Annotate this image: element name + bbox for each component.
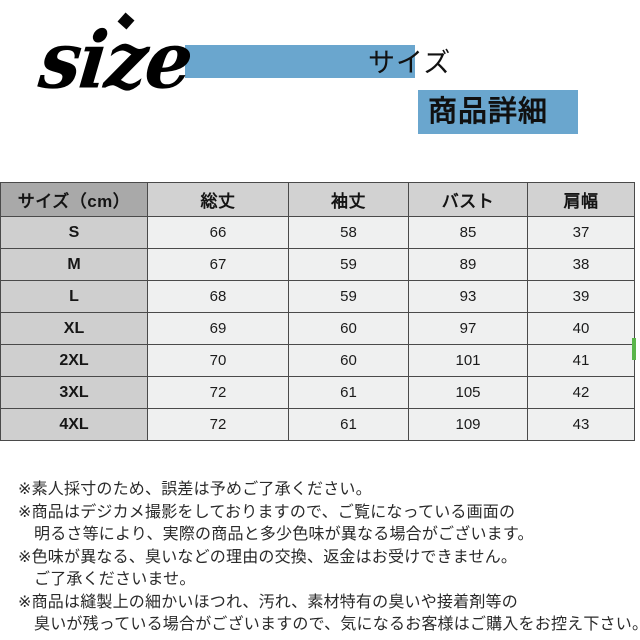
blue-accent-box — [418, 90, 578, 134]
cell-bust: 93 — [408, 280, 528, 313]
cell-sleeve: 61 — [288, 408, 409, 441]
cell-size: 4XL — [0, 408, 148, 441]
note-line: 臭いが残っている場合がございますので、気になるお客様はご購入をお控え下さい。 — [34, 616, 640, 633]
column-header-shoulder-width: 肩幅 — [527, 182, 635, 217]
cell-shoulder: 42 — [527, 376, 635, 409]
cell-size: M — [0, 248, 148, 281]
disclaimer-notes: ※素人採寸のため、誤差は予めご了承ください。 ※商品はデジカメ撮影をしております… — [18, 479, 640, 637]
product-detail-label: 商品詳細 — [428, 96, 549, 128]
cell-sleeve: 60 — [288, 312, 409, 345]
cell-length: 67 — [147, 248, 289, 281]
table-row: L 68 59 93 39 — [0, 280, 635, 313]
cell-shoulder: 41 — [527, 344, 635, 377]
cell-shoulder: 40 — [527, 312, 635, 345]
column-header-bust: バスト — [408, 182, 528, 217]
note-line: ※商品は縫製上の細かいほつれ、汚れ、素材特有の臭いや接着剤等の — [18, 593, 518, 611]
cell-sleeve: 59 — [288, 248, 409, 281]
size-table: サイズ（cm） 総丈 袖丈 バスト 肩幅 S 66 58 85 37 M 67 — [0, 182, 635, 441]
cell-shoulder: 37 — [527, 216, 635, 249]
size-table-container: サイズ（cm） 総丈 袖丈 バスト 肩幅 S 66 58 85 37 M 67 — [0, 182, 635, 441]
cell-length: 70 — [147, 344, 289, 377]
cell-sleeve: 59 — [288, 280, 409, 313]
table-row: M 67 59 89 38 — [0, 248, 635, 281]
note-line: ご了承くださいませ。 — [34, 571, 196, 588]
cell-bust: 97 — [408, 312, 528, 345]
cell-size: S — [0, 216, 148, 249]
cell-shoulder: 38 — [527, 248, 635, 281]
column-header-size: サイズ（cm） — [0, 182, 148, 217]
cell-bust: 85 — [408, 216, 528, 249]
header-banner: size サイズ 商品詳細 — [0, 0, 640, 160]
cell-sleeve: 58 — [288, 216, 409, 249]
cell-length: 72 — [147, 376, 289, 409]
cell-size: L — [0, 280, 148, 313]
table-row: 4XL 72 61 109 43 — [0, 408, 635, 441]
cell-size: 2XL — [0, 344, 148, 377]
table-row: S 66 58 85 37 — [0, 216, 635, 249]
cell-shoulder: 39 — [527, 280, 635, 313]
cell-length: 68 — [147, 280, 289, 313]
cell-shoulder: 43 — [527, 408, 635, 441]
note-line: ※商品はデジカメ撮影をしておりますので、ご覧になっている画面の — [18, 503, 516, 521]
blue-accent-bar — [185, 45, 415, 78]
cell-bust: 109 — [408, 408, 528, 441]
cell-length: 69 — [147, 312, 289, 345]
cell-sleeve: 61 — [288, 376, 409, 409]
table-row: 3XL 72 61 105 42 — [0, 376, 635, 409]
note-line: 明るさ等により、実際の商品と多少色味が異なる場合がございます。 — [34, 526, 534, 543]
column-header-total-length: 総丈 — [147, 182, 289, 217]
note-line: ※色味が異なる、臭いなどの理由の交換、返金はお受けできません。 — [18, 548, 518, 566]
cell-length: 66 — [147, 216, 289, 249]
cell-bust: 101 — [408, 344, 528, 377]
size-wordmark: size — [35, 15, 196, 107]
cell-length: 72 — [147, 408, 289, 441]
size-katakana-label: サイズ — [368, 48, 452, 78]
cell-size: XL — [0, 312, 148, 345]
cell-bust: 89 — [408, 248, 528, 281]
cell-size: 3XL — [0, 376, 148, 409]
cell-sleeve: 60 — [288, 344, 409, 377]
table-header-row: サイズ（cm） 総丈 袖丈 バスト 肩幅 — [0, 182, 635, 217]
cell-bust: 105 — [408, 376, 528, 409]
green-edge-artifact — [632, 338, 636, 360]
table-row: XL 69 60 97 40 — [0, 312, 635, 345]
table-row: 2XL 70 60 101 41 — [0, 344, 635, 377]
note-line: ※素人採寸のため、誤差は予めご了承ください。 — [18, 481, 372, 498]
column-header-sleeve-length: 袖丈 — [288, 182, 409, 217]
